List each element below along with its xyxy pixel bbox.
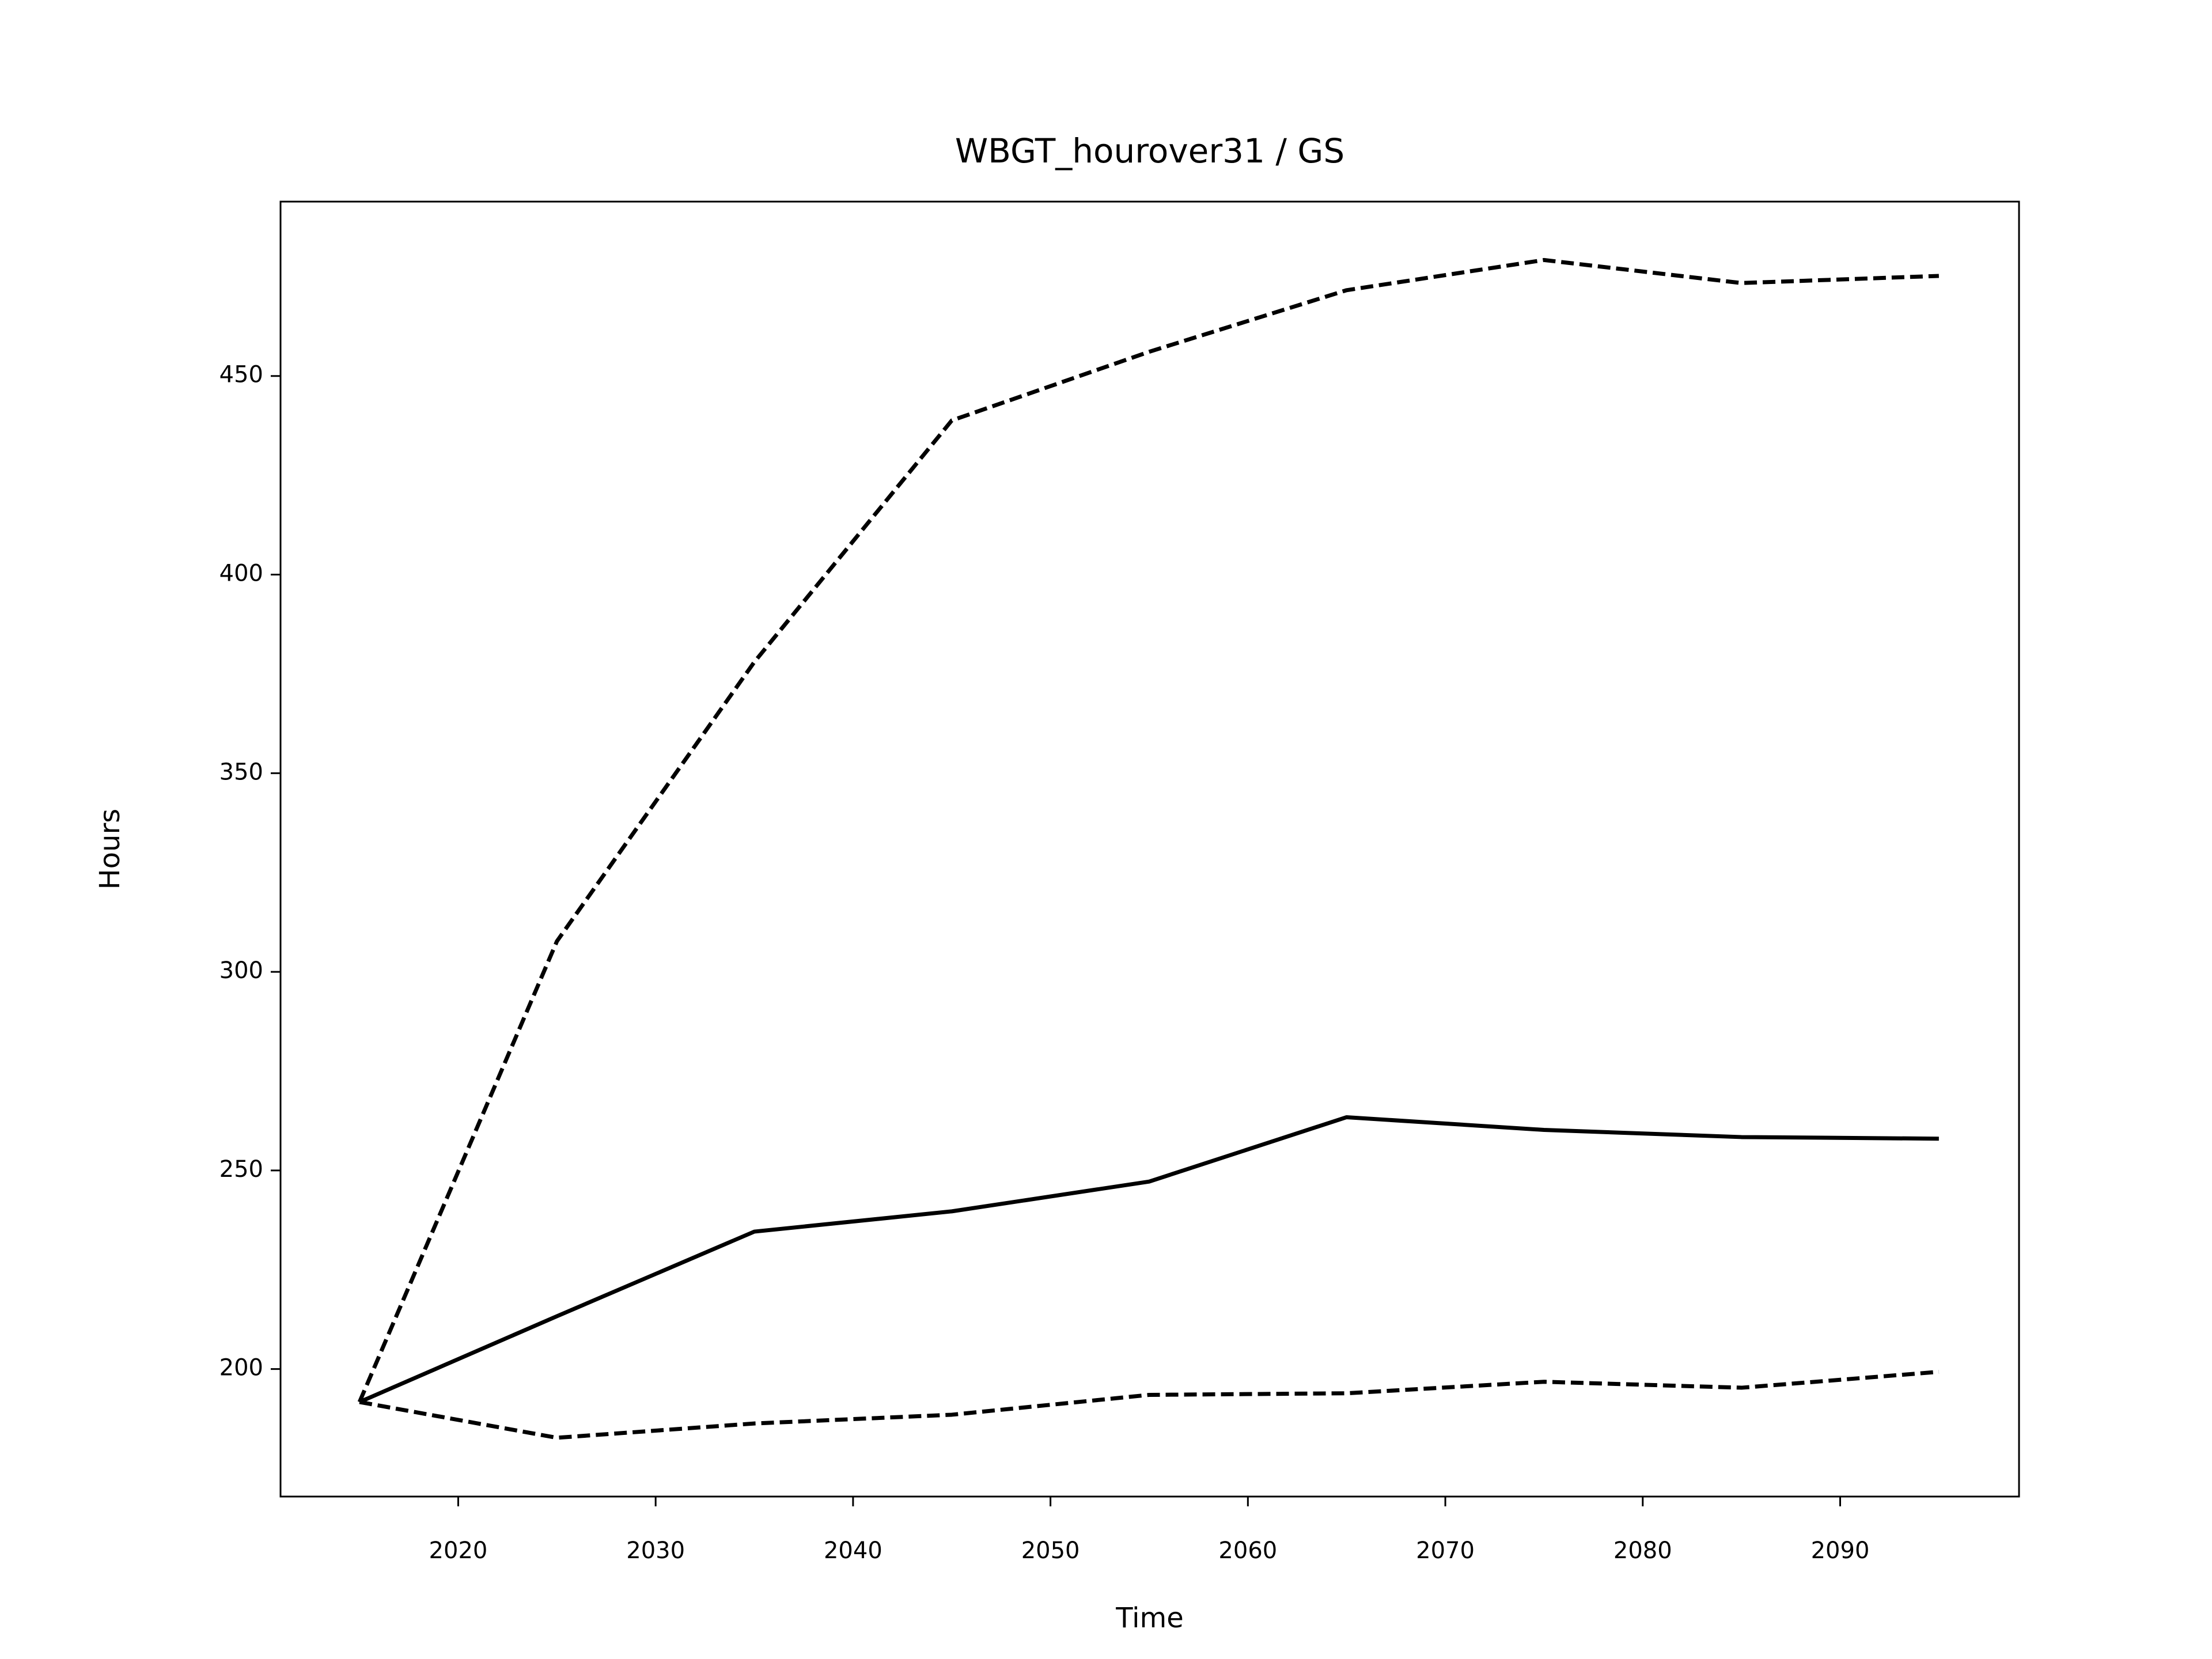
x-axis-label: Time [1115,1602,1183,1634]
chart-title: WBGT_hourover31 / GS [955,131,1344,171]
x-tick-label: 2070 [1416,1537,1475,1564]
y-tick-label: 350 [219,759,263,785]
x-tick-label: 2040 [824,1537,882,1564]
y-tick-label: 450 [219,362,263,388]
x-tick-label: 2060 [1218,1537,1277,1564]
y-tick-label: 300 [219,957,263,984]
x-tick-label: 2050 [1021,1537,1080,1564]
series-line [357,257,1939,1403]
x-tick-label: 2030 [626,1537,685,1564]
x-tick-label: 2080 [1613,1537,1672,1564]
x-tick-label: 2090 [1811,1537,1870,1564]
series-line [358,1115,1939,1404]
plot-frame [279,200,2020,1498]
series-line [359,1369,1940,1440]
y-tick-label: 200 [219,1355,263,1381]
y-tick-label: 400 [219,560,263,587]
y-axis-label: Hours [94,809,126,890]
x-tick-label: 2020 [429,1537,488,1564]
y-tick-label: 250 [219,1156,263,1183]
